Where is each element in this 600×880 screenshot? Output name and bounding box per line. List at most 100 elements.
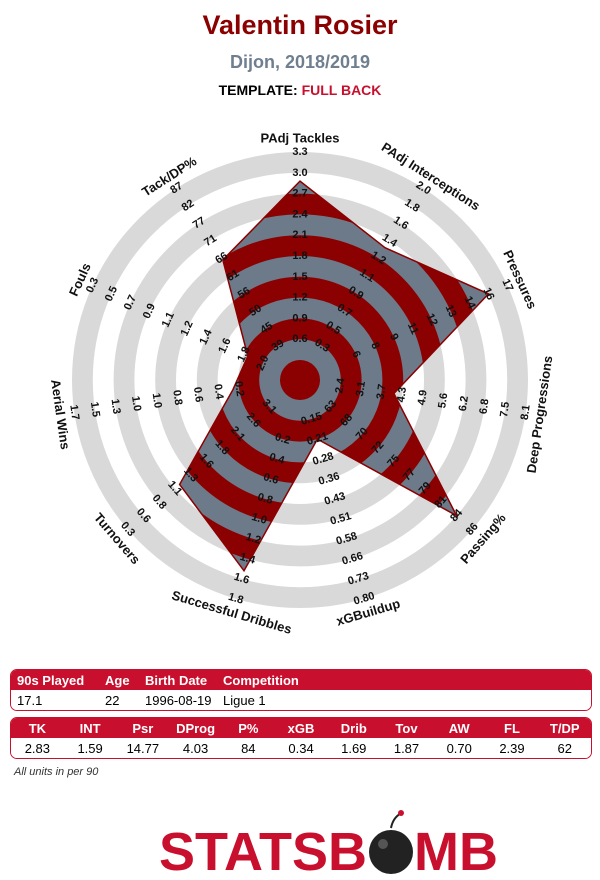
- tick-label: 8: [368, 341, 381, 352]
- tick-label: 82: [180, 197, 197, 214]
- stats-header-cell: P%: [238, 720, 259, 736]
- tick-label: 6: [349, 349, 362, 360]
- info-header-cell: Competition: [223, 672, 299, 688]
- bomb-icon: [369, 810, 413, 874]
- tick-label: 0.7: [122, 293, 139, 312]
- info-header-cell: Birth Date: [145, 672, 208, 688]
- info-table: 90s Played Age Birth Date Competition 17…: [10, 669, 592, 711]
- tick-label: 0.2: [274, 431, 292, 447]
- tick-label: 1.0: [150, 392, 164, 409]
- tick-label: 14: [462, 295, 478, 312]
- tick-label: 0.6: [191, 386, 205, 403]
- tick-label: 2.4: [292, 208, 308, 220]
- tick-label: 0.43: [323, 490, 347, 508]
- tick-label: 56: [236, 285, 253, 302]
- tick-label: 87: [168, 180, 185, 197]
- template-value: FULL BACK: [301, 82, 382, 98]
- info-table-header: 90s Played Age Birth Date Competition: [11, 670, 591, 690]
- tick-label: 1.0: [250, 511, 268, 527]
- stats-value-cell: 62: [557, 740, 572, 756]
- stats-value-cell: 4.03: [182, 740, 209, 756]
- tick-label: 1.0: [129, 395, 143, 412]
- tick-label: 1.6: [233, 571, 251, 587]
- stats-value-cell: 1.59: [77, 740, 103, 756]
- stats-value-cell: 2.83: [24, 740, 51, 756]
- tick-label: 0.21: [305, 430, 329, 448]
- tick-label: 0.4: [268, 451, 287, 467]
- stats-value-cell: 84: [241, 740, 256, 756]
- stats-header-cell: FL: [504, 720, 520, 736]
- tick-label: 5.6: [436, 392, 450, 409]
- info-value-cell: Ligue 1: [223, 692, 266, 708]
- tick-label: 6.8: [477, 398, 491, 415]
- team-season-subtitle: Dijon, 2018/2019: [229, 52, 371, 72]
- stats-value-cell: 0.34: [288, 740, 314, 756]
- tick-label: 2.0: [254, 354, 271, 373]
- tick-label: 1.6: [216, 336, 233, 355]
- stats-header-cell: Tov: [395, 720, 418, 736]
- stats-header-cell: Drib: [340, 720, 367, 736]
- tick-label: 0.8: [256, 491, 274, 507]
- tick-label: 1.7: [67, 404, 81, 421]
- stats-table: TK INT Psr DProg P% xGB Drib Tov AW FL T…: [10, 717, 592, 759]
- tick-label: 61: [225, 267, 242, 284]
- player-name-title: Valentin Rosier: [202, 10, 398, 40]
- tick-label: 1.2: [179, 319, 196, 338]
- tick-label: 8.1: [519, 404, 533, 421]
- axis-label: PAdj Tackles: [261, 131, 340, 146]
- tick-label: 50: [247, 302, 264, 319]
- tick-label: 71: [202, 232, 219, 249]
- template-line: TEMPLATE: FULL BACK: [0, 82, 600, 98]
- tick-label: 0.6: [292, 333, 307, 345]
- tick-label: 3.0: [292, 167, 307, 179]
- stats-header-cell: xGB: [287, 720, 315, 736]
- tick-label: 0.9: [292, 312, 307, 324]
- stats-header-cell: Psr: [132, 720, 154, 736]
- tick-label: 4.3: [395, 386, 409, 403]
- tick-label: 0.6: [262, 471, 280, 487]
- tick-label: 0.66: [341, 550, 365, 568]
- tick-label: 0.8: [170, 389, 184, 406]
- info-value-cell: 22: [105, 692, 120, 708]
- tick-label: 3.1: [354, 380, 368, 397]
- statsbomb-logo: STATSB MB: [159, 810, 498, 880]
- tick-label: 2.1: [292, 229, 307, 241]
- stats-value-cell: 1.69: [341, 740, 367, 756]
- stats-header-cell: DProg: [176, 720, 216, 736]
- tick-label: 0.2: [232, 380, 246, 397]
- tick-label: 17: [499, 277, 515, 293]
- stats-header-cell: TK: [28, 720, 47, 736]
- tick-label: 4.9: [416, 389, 430, 406]
- tick-label: 6.2: [457, 395, 471, 412]
- info-header-cell: Age: [105, 672, 130, 688]
- units-footnote: All units in per 90: [14, 766, 99, 778]
- info-value-cell: 17.1: [17, 692, 43, 708]
- tick-label: 12: [424, 312, 440, 328]
- tick-label: 9: [387, 332, 400, 343]
- tick-label: 0.15: [300, 410, 324, 428]
- info-header-cell: 90s Played: [17, 672, 85, 688]
- stats-header-cell: INT: [79, 720, 101, 736]
- stats-header-cell: AW: [448, 720, 470, 736]
- tick-label: 0.58: [335, 530, 359, 548]
- stats-table-header: TK INT Psr DProg P% xGB Drib Tov AW FL T…: [11, 718, 591, 738]
- tick-label: 0.73: [346, 570, 370, 588]
- tick-label: 0.5: [103, 284, 120, 303]
- tick-label: 0.28: [311, 450, 335, 468]
- tick-label: 13: [443, 303, 459, 319]
- tick-label: 1.1: [160, 310, 177, 329]
- stats-header-cell: T/DP: [549, 720, 580, 736]
- tick-label: 3.7: [375, 383, 389, 400]
- template-label: TEMPLATE:: [218, 82, 298, 98]
- tick-label: 0.4: [211, 383, 225, 401]
- tick-label: 2.4: [333, 377, 347, 395]
- tick-label: 1.8: [227, 591, 245, 607]
- tick-label: 1.2: [292, 292, 307, 304]
- radar-chart: 0.60.91.21.51.82.12.42.73.03.30.30.50.70…: [48, 131, 555, 637]
- info-value-cell: 1996-08-19: [145, 692, 212, 708]
- tick-label: 0.80: [352, 590, 376, 608]
- tick-label: 1.2: [244, 531, 262, 547]
- stats-value-cell: 1.87: [393, 740, 420, 756]
- tick-label: 0.3: [84, 276, 101, 295]
- tick-label: 1.8: [235, 345, 252, 364]
